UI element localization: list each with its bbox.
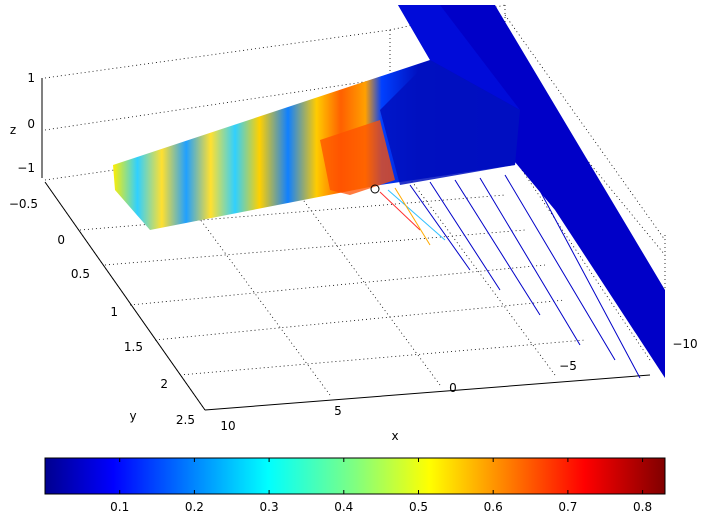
colorbar-tick-label: 0.6 [484, 500, 503, 514]
x-tick-label: 0 [449, 381, 457, 395]
x-axis-label: x [391, 429, 398, 443]
marker-point [370, 184, 380, 194]
z-tick-labels: 1 0 −1 [17, 71, 35, 175]
sheet-hotspot [320, 120, 395, 195]
colorbar-tick-label: 0.2 [185, 500, 204, 514]
x-tick-label: 10 [220, 419, 235, 433]
y-tick-labels: −0.5 0 0.5 1 1.5 2 2.5 [9, 197, 195, 427]
wall-surface-shade [398, 5, 520, 110]
streak-lines [379, 171, 641, 379]
z-tick-label: 0 [27, 117, 35, 131]
y-tick-label: 0 [57, 233, 65, 247]
y-tick-label: −0.5 [9, 197, 38, 211]
colorbar-tick-label: 0.3 [260, 500, 279, 514]
x-tick-labels: 10 5 0 −5 −10 [220, 337, 697, 433]
x-tick-label: −10 [672, 337, 697, 351]
z-tick-label: 1 [27, 71, 35, 85]
y-tick-label: 2.5 [176, 413, 195, 427]
z-axis-label: z [10, 123, 16, 137]
x-tick-label: 5 [334, 404, 342, 418]
y-tick-label: 0.5 [71, 267, 90, 281]
z-tick-label: −1 [17, 161, 35, 175]
y-tick-label: 1.5 [124, 340, 143, 354]
colorbar: 0.1 0.2 0.3 0.4 0.5 0.6 0.7 0.8 [44, 457, 666, 514]
axes [41, 78, 651, 411]
colorbar-tick-label: 0.7 [558, 500, 577, 514]
colorbar-tick-label: 0.8 [633, 500, 652, 514]
y-tick-label: 2 [160, 377, 168, 391]
sheet-dark-region [380, 60, 520, 185]
colorbar-ticks: 0.1 0.2 0.3 0.4 0.5 0.6 0.7 0.8 [110, 458, 652, 514]
y-tick-label: 1 [110, 305, 118, 319]
x-tick-label: −5 [559, 359, 577, 373]
colorbar-gradient [44, 457, 666, 495]
colorbar-tick-label: 0.5 [409, 500, 428, 514]
y-axis-label: y [129, 409, 136, 423]
colorbar-tick-label: 0.4 [334, 500, 353, 514]
colorbar-tick-label: 0.1 [110, 500, 129, 514]
